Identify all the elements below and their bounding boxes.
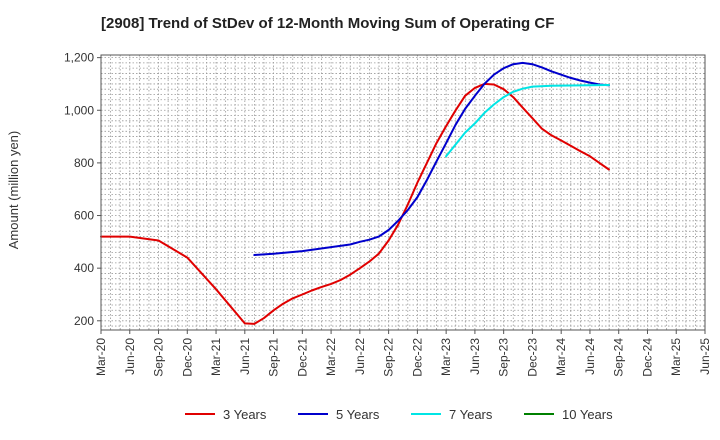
legend-label: 5 Years [336, 407, 380, 422]
x-tick-label: Mar-25 [669, 338, 683, 376]
y-tick-label: 1,200 [64, 51, 94, 65]
x-tick-label: Jun-23 [468, 338, 482, 375]
chart-title: [2908] Trend of StDev of 12-Month Moving… [101, 15, 554, 32]
x-tick-label: Jun-21 [238, 338, 252, 375]
plot-area [101, 55, 705, 330]
x-tick-label: Jun-20 [123, 338, 137, 375]
series-line-7-years [445, 84, 610, 158]
x-tick-label: Dec-22 [410, 338, 424, 377]
x-tick-label: Mar-24 [554, 338, 568, 376]
series-lines [100, 61, 610, 325]
y-tick-label: 1,000 [64, 103, 94, 117]
x-tick-label: Jun-22 [353, 338, 367, 375]
y-tick-label: 800 [74, 156, 94, 170]
gridlines [100, 55, 706, 330]
x-tick-label: Jun-24 [583, 338, 597, 375]
x-tick-label: Mar-20 [94, 338, 108, 376]
y-axis-label: Amount (million yen) [6, 131, 21, 250]
x-tick-label: Sep-23 [497, 338, 511, 377]
x-tick-label: Sep-21 [267, 338, 281, 377]
x-tick-label: Sep-20 [152, 338, 166, 377]
x-tick-label: Dec-21 [295, 338, 309, 377]
legend-label: 10 Years [562, 407, 613, 422]
x-axis-ticks: Mar-20 Jun-20 Sep-20 Dec-20 Mar-21 Jun-21 Sep-… [94, 330, 712, 377]
x-tick-label: Dec-20 [180, 338, 194, 377]
legend-label: 7 Years [449, 407, 493, 422]
y-tick-label: 200 [74, 314, 94, 328]
series-line-5-years [253, 61, 610, 256]
y-tick-label: 600 [74, 209, 94, 223]
y-axis-ticks: 200 400 600 800 1,000 1,200 [64, 51, 101, 328]
legend-label: 3 Years [223, 407, 267, 422]
y-tick-label: 400 [74, 261, 94, 275]
x-tick-label: Mar-23 [439, 338, 453, 376]
legend: 3 Years 5 Years 7 Years 10 Years [185, 407, 613, 422]
x-tick-label: Mar-21 [209, 338, 223, 376]
x-tick-label: Jun-25 [698, 338, 712, 375]
plot-frame [100, 54, 706, 331]
x-tick-label: Sep-22 [382, 338, 396, 377]
x-tick-label: Dec-23 [525, 338, 539, 377]
x-tick-label: Dec-24 [640, 338, 654, 377]
x-tick-label: Mar-22 [324, 338, 338, 376]
x-tick-label: Sep-24 [612, 338, 626, 377]
